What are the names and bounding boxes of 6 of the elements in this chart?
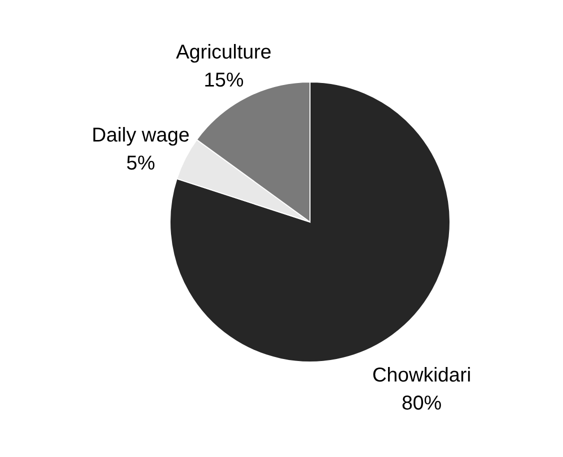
data-label: 80%: [402, 392, 442, 415]
slice-label: Agriculture: [176, 42, 272, 64]
slice-label: Daily wage: [92, 124, 190, 147]
data-label: 15%: [204, 70, 244, 92]
data-label: 5%: [126, 152, 156, 175]
slice-label: Chowkidari: [372, 364, 472, 387]
